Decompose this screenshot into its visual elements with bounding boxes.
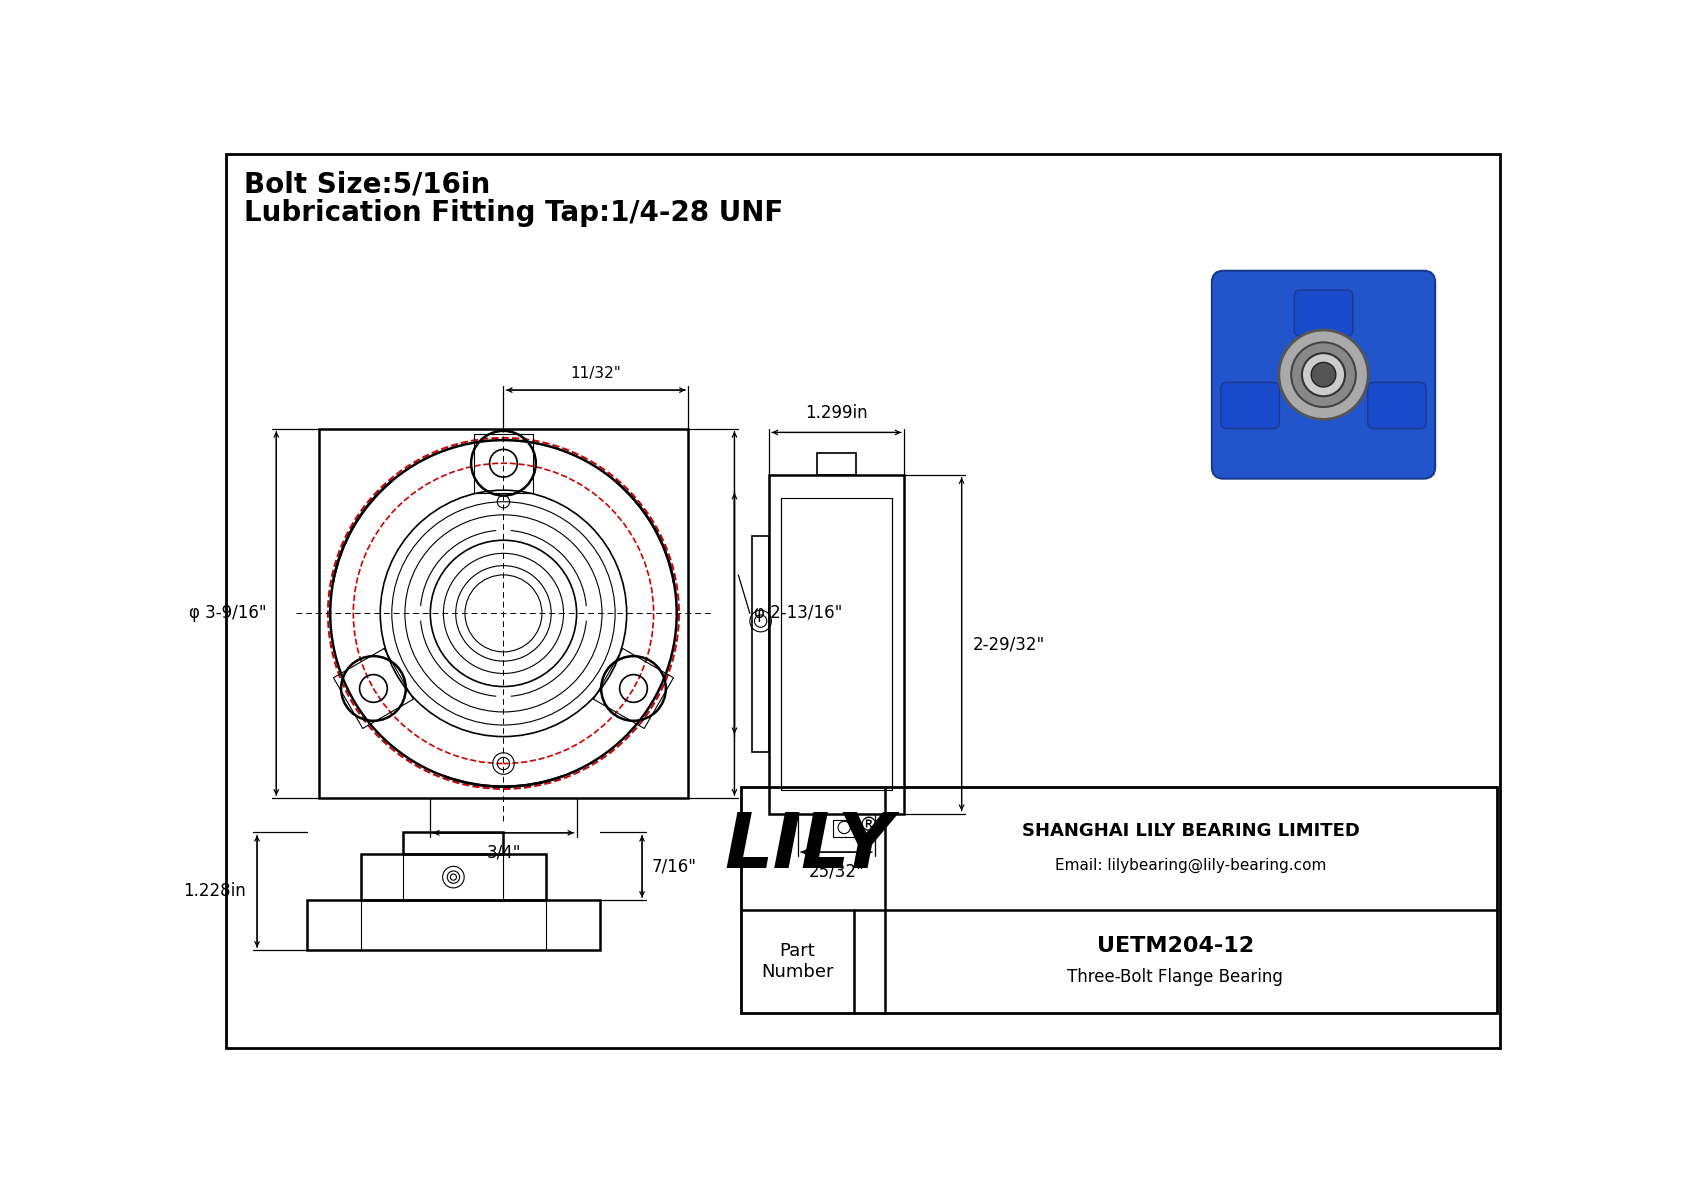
Text: LILY: LILY [724,810,893,884]
Bar [404,833,504,854]
Text: φ 3-9/16": φ 3-9/16" [189,604,268,623]
Text: UETM204-12: UETM204-12 [1096,936,1255,956]
Text: φ 2-13/16": φ 2-13/16" [754,604,842,623]
Circle shape [1302,353,1346,397]
FancyBboxPatch shape [1221,382,1280,429]
Bar [817,454,855,475]
Text: Bolt Size:5/16in: Bolt Size:5/16in [244,170,490,199]
Circle shape [1312,362,1335,387]
Circle shape [1292,342,1356,407]
Text: Three-Bolt Flange Bearing: Three-Bolt Flange Bearing [1068,968,1283,986]
Bar [318,429,689,798]
Bar [360,854,546,900]
Bar [770,475,904,813]
Text: 7/16": 7/16" [652,858,695,875]
Bar [781,498,893,791]
FancyBboxPatch shape [1212,270,1435,479]
Text: 11/32": 11/32" [571,366,621,381]
Text: 1.299in: 1.299in [805,405,867,423]
FancyBboxPatch shape [1367,382,1426,429]
FancyBboxPatch shape [1295,289,1352,336]
Text: 3/4": 3/4" [487,843,520,861]
Bar [832,819,855,837]
Text: Part
Number: Part Number [761,942,834,981]
Text: 25/32": 25/32" [808,862,864,880]
Text: Email: lilybearing@lily-bearing.com: Email: lilybearing@lily-bearing.com [1054,858,1327,873]
Circle shape [1278,330,1367,419]
Text: Lubrication Fitting Tap:1/4-28 UNF: Lubrication Fitting Tap:1/4-28 UNF [244,199,783,227]
Bar [741,786,1497,1014]
Text: 1.228in: 1.228in [184,883,246,900]
Text: 2-29/32": 2-29/32" [972,635,1044,653]
Bar [753,536,770,752]
Bar [306,900,600,950]
Text: SHANGHAI LILY BEARING LIMITED: SHANGHAI LILY BEARING LIMITED [1022,822,1359,841]
Text: ®: ® [859,816,877,835]
